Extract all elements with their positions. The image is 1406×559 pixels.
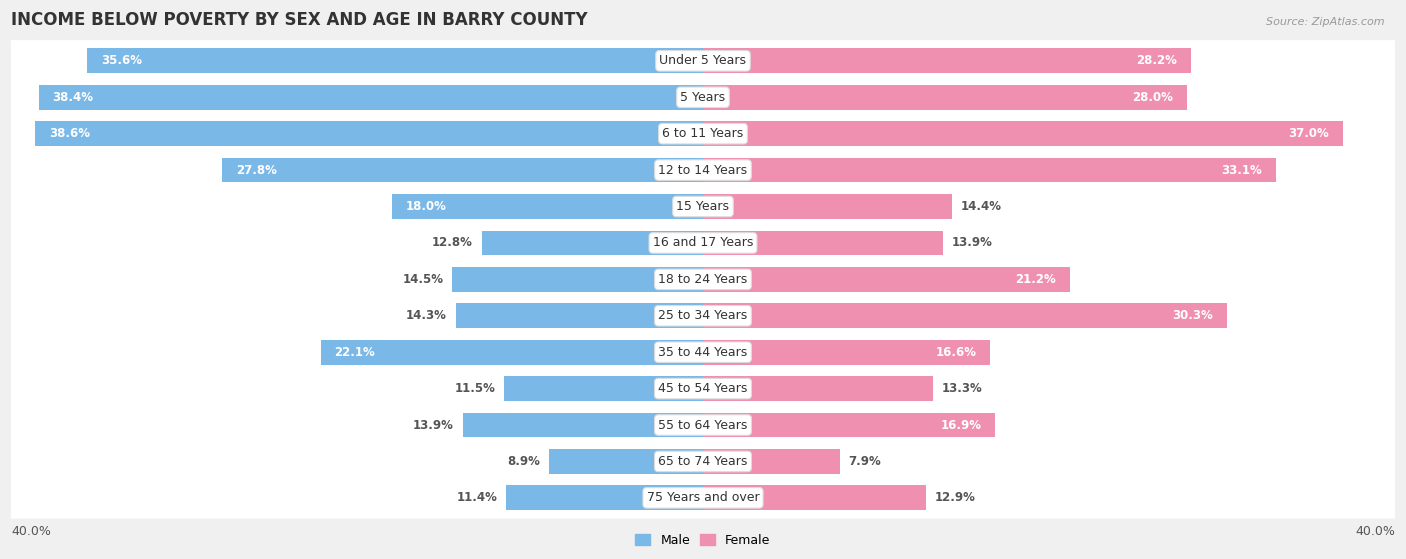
Bar (505, 376, 703, 401)
FancyBboxPatch shape (0, 40, 1406, 82)
Text: 55 to 64 Years: 55 to 64 Years (658, 419, 748, 432)
Text: 25 to 34 Years: 25 to 34 Years (658, 309, 748, 323)
Text: 14.3%: 14.3% (406, 309, 447, 323)
Bar (703, 267, 1070, 292)
Bar (703, 413, 995, 437)
FancyBboxPatch shape (0, 477, 1406, 519)
Bar (703, 85, 1187, 110)
FancyBboxPatch shape (0, 149, 1406, 191)
Text: 35.6%: 35.6% (101, 54, 142, 67)
Text: Source: ZipAtlas.com: Source: ZipAtlas.com (1267, 17, 1385, 27)
Bar (392, 194, 703, 219)
Bar (703, 194, 952, 219)
Text: 12.8%: 12.8% (432, 236, 472, 249)
Text: 65 to 74 Years: 65 to 74 Years (658, 455, 748, 468)
Text: 12.9%: 12.9% (935, 491, 976, 504)
Bar (482, 230, 703, 255)
Bar (321, 340, 703, 364)
Bar (703, 230, 943, 255)
Text: 38.4%: 38.4% (52, 91, 94, 104)
Bar (87, 49, 703, 73)
Text: 28.0%: 28.0% (1133, 91, 1174, 104)
Text: 37.0%: 37.0% (1288, 127, 1329, 140)
Bar (35, 121, 703, 146)
Text: 30.3%: 30.3% (1173, 309, 1213, 323)
Text: 40.0%: 40.0% (1355, 525, 1395, 538)
Text: 38.6%: 38.6% (49, 127, 90, 140)
FancyBboxPatch shape (0, 259, 1406, 300)
Text: 28.2%: 28.2% (1136, 54, 1177, 67)
Bar (463, 413, 703, 437)
Text: 18.0%: 18.0% (405, 200, 446, 213)
FancyBboxPatch shape (0, 331, 1406, 373)
Bar (703, 158, 1275, 182)
Bar (703, 485, 927, 510)
Text: 11.5%: 11.5% (454, 382, 495, 395)
FancyBboxPatch shape (0, 368, 1406, 409)
Text: 16 and 17 Years: 16 and 17 Years (652, 236, 754, 249)
Bar (703, 121, 1343, 146)
Bar (703, 376, 934, 401)
Text: 14.4%: 14.4% (960, 200, 1001, 213)
Text: INCOME BELOW POVERTY BY SEX AND AGE IN BARRY COUNTY: INCOME BELOW POVERTY BY SEX AND AGE IN B… (11, 11, 588, 29)
Text: 40.0%: 40.0% (11, 525, 51, 538)
FancyBboxPatch shape (0, 77, 1406, 118)
FancyBboxPatch shape (0, 186, 1406, 228)
Text: 11.4%: 11.4% (457, 491, 498, 504)
Bar (506, 485, 703, 510)
Text: 6 to 11 Years: 6 to 11 Years (662, 127, 744, 140)
Bar (222, 158, 703, 182)
Text: 15 Years: 15 Years (676, 200, 730, 213)
Text: 14.5%: 14.5% (402, 273, 443, 286)
Text: 7.9%: 7.9% (848, 455, 882, 468)
Text: 21.2%: 21.2% (1015, 273, 1056, 286)
Text: 18 to 24 Years: 18 to 24 Years (658, 273, 748, 286)
Text: 16.9%: 16.9% (941, 419, 981, 432)
Text: 75 Years and over: 75 Years and over (647, 491, 759, 504)
Legend: Male, Female: Male, Female (630, 529, 776, 552)
Text: 16.6%: 16.6% (935, 345, 976, 359)
FancyBboxPatch shape (0, 295, 1406, 337)
Text: 12 to 14 Years: 12 to 14 Years (658, 164, 748, 177)
FancyBboxPatch shape (0, 404, 1406, 446)
Bar (550, 449, 703, 474)
Bar (453, 267, 703, 292)
Text: 33.1%: 33.1% (1220, 164, 1261, 177)
Text: 45 to 54 Years: 45 to 54 Years (658, 382, 748, 395)
Bar (39, 85, 703, 110)
Text: 13.9%: 13.9% (413, 419, 454, 432)
Text: 22.1%: 22.1% (335, 345, 375, 359)
Bar (703, 304, 1227, 328)
FancyBboxPatch shape (0, 440, 1406, 482)
FancyBboxPatch shape (0, 113, 1406, 154)
Bar (703, 340, 990, 364)
Text: Under 5 Years: Under 5 Years (659, 54, 747, 67)
Text: 27.8%: 27.8% (236, 164, 277, 177)
Text: 13.3%: 13.3% (942, 382, 983, 395)
Text: 13.9%: 13.9% (952, 236, 993, 249)
Bar (456, 304, 703, 328)
Text: 5 Years: 5 Years (681, 91, 725, 104)
Text: 8.9%: 8.9% (508, 455, 540, 468)
Text: 35 to 44 Years: 35 to 44 Years (658, 345, 748, 359)
Bar (703, 49, 1191, 73)
FancyBboxPatch shape (0, 222, 1406, 264)
Bar (703, 449, 839, 474)
